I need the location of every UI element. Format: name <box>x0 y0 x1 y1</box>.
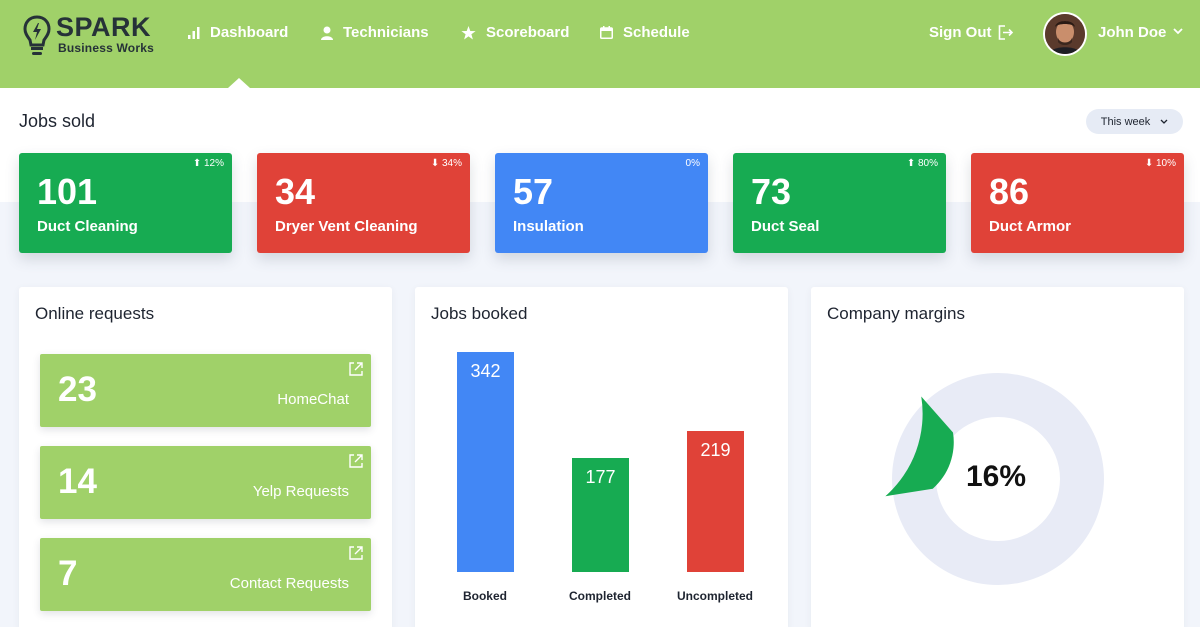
user-icon <box>321 26 333 40</box>
request-tile-yelp[interactable]: 14 Yelp Requests <box>40 446 371 519</box>
bar-completed <box>572 458 629 572</box>
bar-booked <box>457 352 514 572</box>
stat-card-duct-armor[interactable]: ⬇ 10% 86 Duct Armor <box>971 153 1184 253</box>
stat-delta-value: 10% <box>1155 158 1176 169</box>
stat-delta-value: 80% <box>917 158 938 169</box>
stat-delta-value: 34% <box>441 158 462 169</box>
nav-dashboard-label: Dashboard <box>210 24 289 41</box>
request-count: 23 <box>58 370 97 409</box>
external-link-icon <box>349 362 363 376</box>
request-count: 14 <box>58 462 97 501</box>
request-tile-homechat[interactable]: 23 HomeChat <box>40 354 371 427</box>
sign-out-label: Sign Out <box>929 24 992 41</box>
nav-technicians-label: Technicians <box>343 24 429 41</box>
bar-chart-icon <box>188 27 200 39</box>
stat-delta: ⬇ 34% <box>431 158 462 169</box>
stat-card-duct-seal[interactable]: ⬆ 80% 73 Duct Seal <box>733 153 946 253</box>
user-name[interactable]: John Doe <box>1098 24 1167 41</box>
nav-dashboard[interactable]: Dashboard <box>188 24 288 41</box>
arrow-down-icon: ⬇ <box>430 158 442 169</box>
sign-out-icon <box>998 25 1013 40</box>
bar-category-label: Completed <box>568 589 631 603</box>
arrow-up-icon: ⬆ <box>192 158 204 169</box>
online-requests-title: Online requests <box>35 304 155 323</box>
stat-delta: 0% <box>686 158 700 169</box>
stat-value: 73 <box>751 171 792 212</box>
company-margins-donut <box>885 373 1104 585</box>
external-link-icon <box>349 546 363 560</box>
stat-delta: ⬇ 10% <box>1145 158 1176 169</box>
margin-percent-label: 16% <box>966 460 1027 493</box>
stat-card-duct-cleaning[interactable]: ⬆ 12% 101 Duct Cleaning <box>19 153 232 253</box>
sign-out-button[interactable]: Sign Out <box>929 24 1014 41</box>
company-margins-title: Company margins <box>827 304 965 323</box>
stat-delta: ⬆ 80% <box>907 158 938 169</box>
stat-value: 57 <box>513 171 554 212</box>
bar-category-label: Uncompleted <box>676 589 753 603</box>
nav-schedule-label: Schedule <box>623 24 690 41</box>
period-label: This week <box>1100 115 1151 128</box>
jobs-booked-title: Jobs booked <box>431 304 528 323</box>
chevron-down-icon[interactable] <box>1173 28 1183 35</box>
stat-label: Duct Armor <box>989 218 1071 235</box>
external-link-icon <box>349 454 363 468</box>
stat-label: Duct Seal <box>751 218 820 235</box>
nav-schedule[interactable]: Schedule <box>600 24 690 41</box>
jobs-sold-title: Jobs sold <box>19 111 96 131</box>
stat-value: 34 <box>275 171 316 212</box>
bar-value-label: 219 <box>700 440 731 460</box>
brand-title: SPARK <box>56 12 152 42</box>
request-count: 7 <box>58 554 78 593</box>
stat-value: 86 <box>989 171 1030 212</box>
stat-card-dryer-vent-cleaning[interactable]: ⬇ 34% 34 Dryer Vent Cleaning <box>257 153 470 253</box>
donut-margin-slice <box>885 396 954 497</box>
stat-label: Dryer Vent Cleaning <box>275 218 418 235</box>
bar-value-label: 177 <box>585 467 616 487</box>
stat-value: 101 <box>37 171 98 212</box>
stat-delta-value: 12% <box>203 158 224 169</box>
stat-delta-value: 0% <box>685 158 700 169</box>
request-label: Yelp Requests <box>252 483 349 500</box>
period-select[interactable]: This week <box>1086 109 1183 134</box>
chevron-down-icon <box>1160 119 1168 124</box>
arrow-up-icon: ⬆ <box>906 158 918 169</box>
nav-scoreboard[interactable]: Scoreboard <box>461 24 569 41</box>
top-nav-bar <box>0 0 1200 88</box>
stat-label: Duct Cleaning <box>37 218 138 235</box>
request-label: HomeChat <box>277 391 349 408</box>
stat-card-insulation[interactable]: 0% 57 Insulation <box>495 153 708 253</box>
brand-logo[interactable]: SPARK Business Works <box>22 14 154 60</box>
bar-category-label: Booked <box>462 589 507 603</box>
request-label: Contact Requests <box>229 575 349 592</box>
brand-subtitle: Business Works <box>58 41 154 55</box>
active-nav-indicator <box>228 78 250 88</box>
request-tile-contact[interactable]: 7 Contact Requests <box>40 538 371 611</box>
nav-technicians[interactable]: Technicians <box>321 24 429 41</box>
bar-value-label: 342 <box>470 361 501 381</box>
lightbulb-icon <box>23 15 51 55</box>
avatar[interactable] <box>1043 12 1087 56</box>
star-icon <box>461 25 476 39</box>
stat-label: Insulation <box>513 218 584 235</box>
bar-uncompleted <box>687 431 744 572</box>
nav-scoreboard-label: Scoreboard <box>486 24 570 41</box>
arrow-down-icon: ⬇ <box>1144 158 1156 169</box>
user-photo-icon <box>1045 14 1085 54</box>
stat-delta: ⬆ 12% <box>193 158 224 169</box>
online-requests-card: Online requests 23 HomeChat 14 Yelp Requ… <box>19 287 392 627</box>
calendar-icon <box>600 26 613 39</box>
